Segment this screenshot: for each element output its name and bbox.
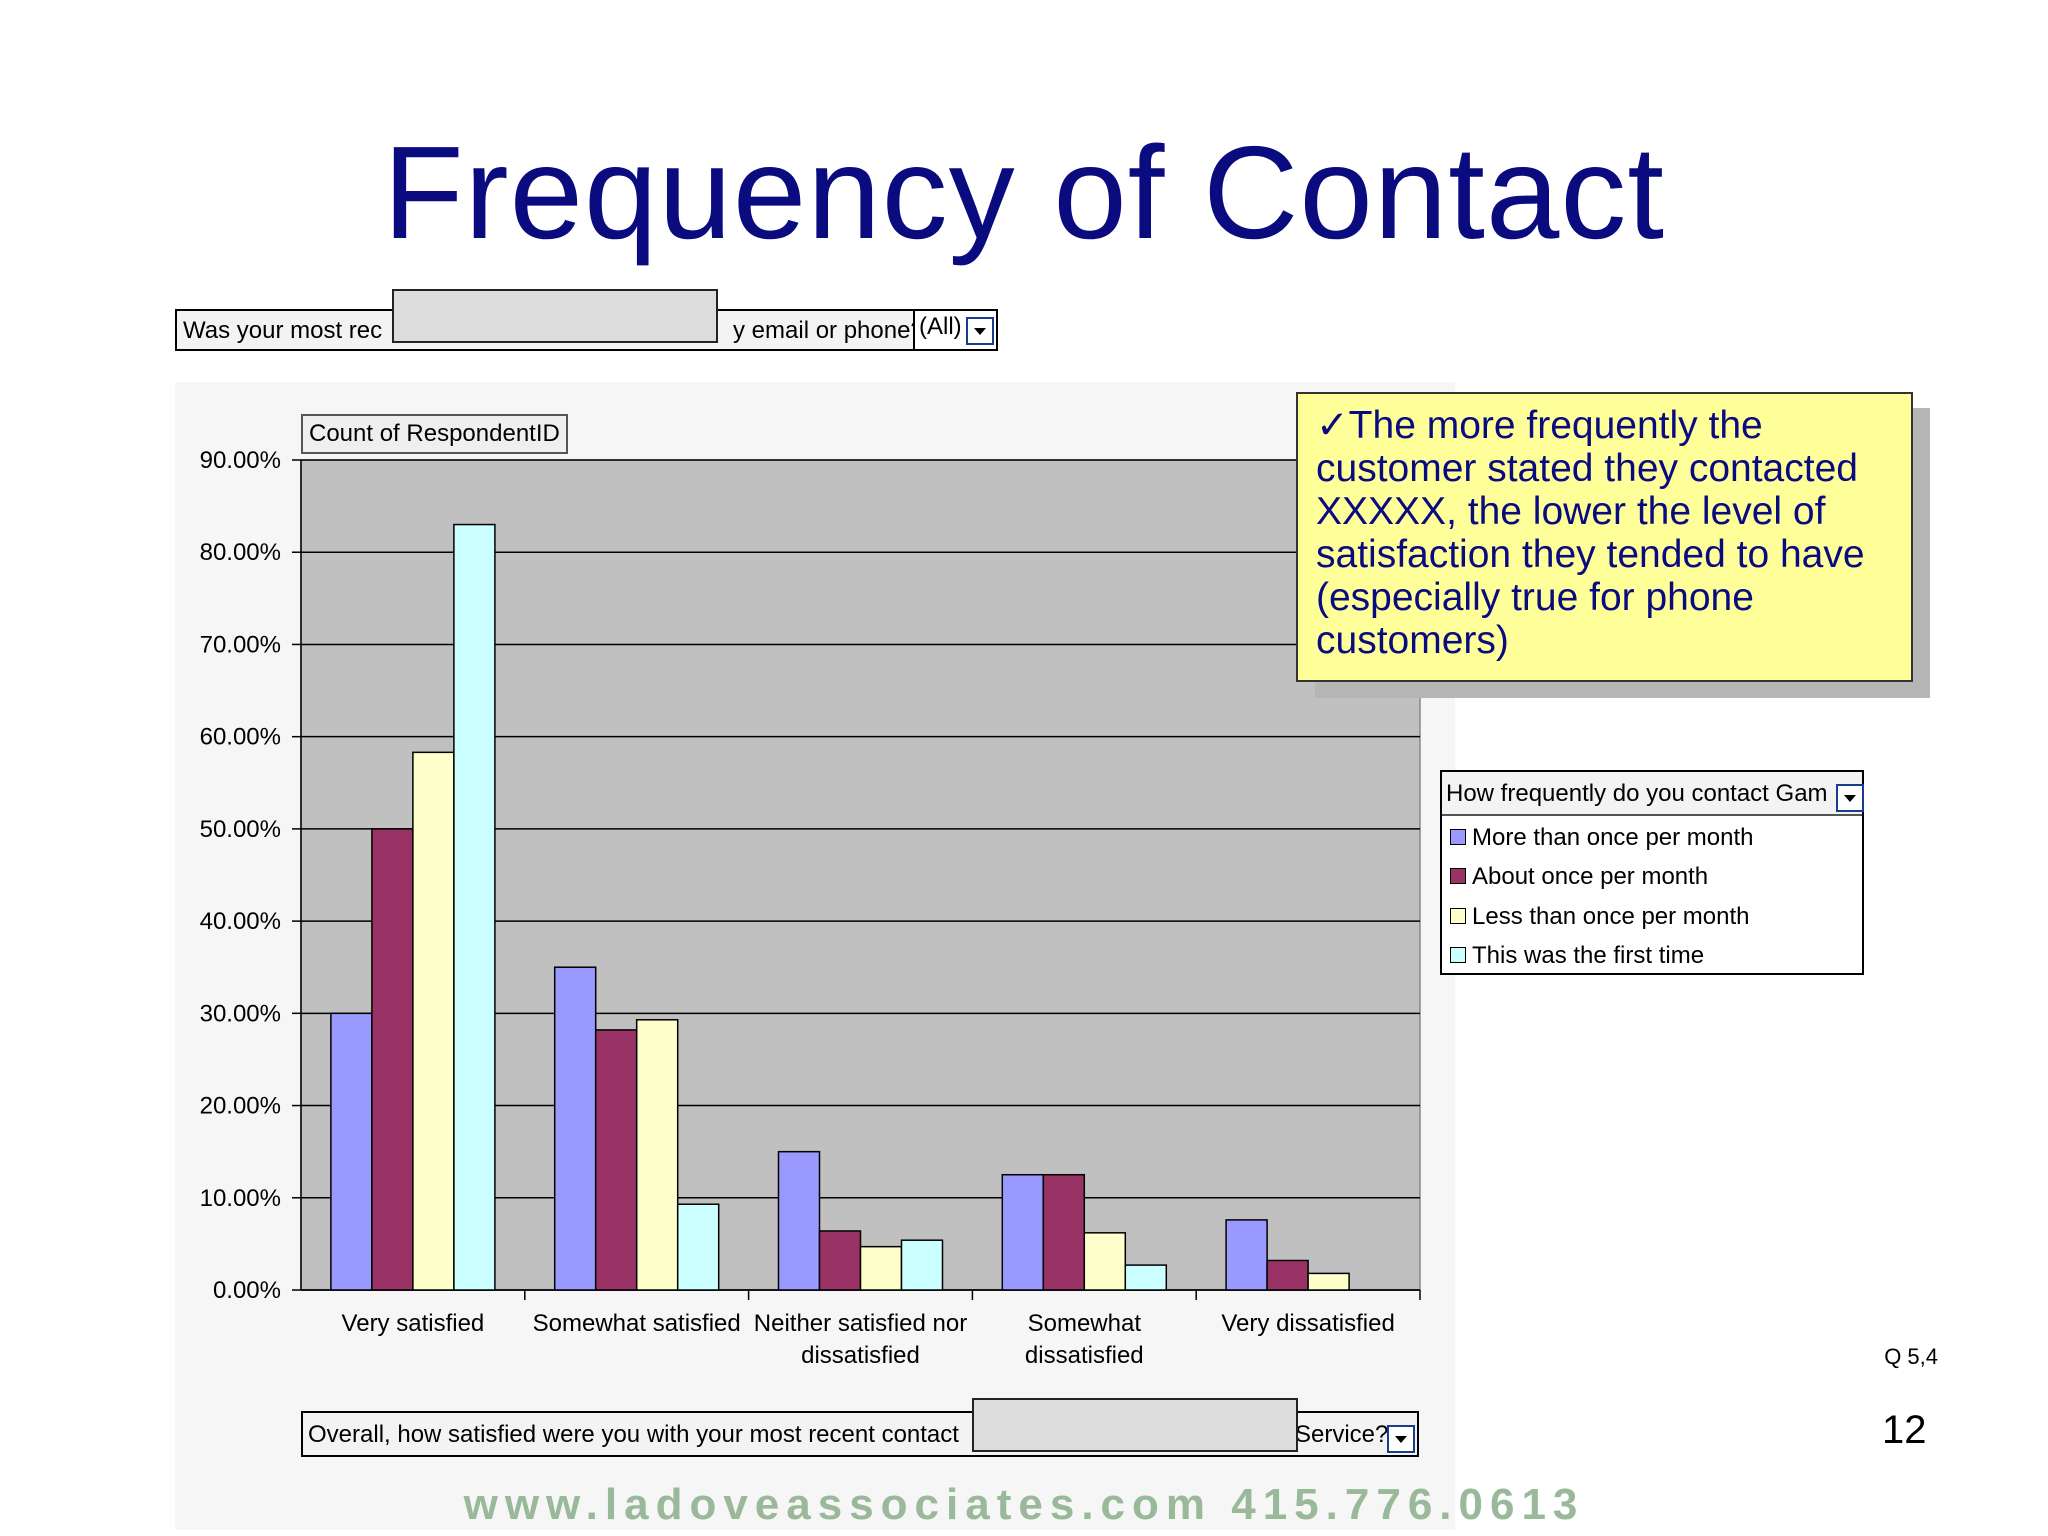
legend-swatch [1450, 946, 1466, 963]
bar [859, 1245, 903, 1291]
x-tick-label: Very satisfied [342, 1310, 485, 1337]
bar [1307, 1272, 1350, 1291]
page-number: 12 [1882, 1408, 1927, 1452]
bar [1225, 1219, 1268, 1291]
y-tick-label: 30.00% [200, 1000, 281, 1027]
bar [453, 523, 496, 1291]
bar [900, 1239, 944, 1291]
x-tick-label: Very dissatisfied [1221, 1310, 1394, 1337]
bar [676, 1203, 720, 1291]
y-tick-label: 70.00% [200, 631, 281, 658]
page-filter-label-end: y email or phone? [733, 317, 915, 344]
bar [777, 1150, 821, 1291]
bar [1042, 1173, 1086, 1291]
page-filter-label-start: Was your most rec [183, 317, 383, 344]
category-field-dropdown-icon[interactable] [1387, 1425, 1415, 1453]
x-tick-label: Somewhat [1028, 1310, 1142, 1337]
bar [594, 1029, 638, 1291]
legend-label: More than once per month [1472, 824, 1754, 851]
legend: How frequently do you contact Gam More t… [1440, 770, 1864, 975]
y-tick-label: 0.00% [213, 1277, 281, 1304]
legend-item: Less than once per month [1450, 902, 1750, 932]
insight-callout: ✓The more frequently the customer stated… [1296, 392, 1913, 682]
bar [1001, 1173, 1045, 1291]
legend-swatch [1450, 828, 1466, 845]
legend-swatch [1450, 907, 1466, 924]
bar [818, 1230, 862, 1291]
x-tick-label: dissatisfied [801, 1342, 920, 1369]
data-field-button[interactable]: Count of RespondentID [301, 414, 568, 454]
legend-label: Less than once per month [1472, 903, 1750, 930]
y-tick-label: 90.00% [200, 447, 281, 474]
x-tick-label: Neither satisfied nor [754, 1310, 967, 1337]
y-tick-label: 60.00% [200, 724, 281, 751]
y-tick-label: 20.00% [200, 1093, 281, 1120]
bar [1124, 1264, 1168, 1291]
x-tick-label: Somewhat satisfied [533, 1310, 741, 1337]
redacted-area [972, 1398, 1298, 1452]
bar [330, 1012, 373, 1291]
question-reference: Q 5,4 [1884, 1344, 1938, 1369]
y-tick-label: 80.00% [200, 539, 281, 566]
y-tick-label: 40.00% [200, 908, 281, 935]
legend-swatch [1450, 867, 1466, 884]
bar [635, 1019, 679, 1291]
y-tick-label: 10.00% [200, 1185, 281, 1212]
page-filter-dropdown-icon[interactable] [966, 317, 994, 345]
redacted-area [392, 289, 718, 343]
footer-contact: www.ladoveassociates.com 415.776.0613 [463, 1480, 1585, 1529]
y-tick-label: 50.00% [200, 816, 281, 843]
legend-title: How frequently do you contact Gam [1442, 772, 1862, 816]
legend-dropdown-icon[interactable] [1836, 784, 1864, 812]
legend-item: About once per month [1450, 862, 1708, 892]
legend-label: This was the first time [1472, 942, 1705, 969]
bar [371, 828, 414, 1291]
bar [412, 751, 455, 1291]
category-field-label-start: Overall, how satisfied were you with you… [308, 1421, 959, 1448]
legend-item: More than once per month [1450, 823, 1754, 853]
category-field-label-end: Service? [1295, 1421, 1389, 1448]
slide-title: Frequency of Contact [383, 119, 1665, 266]
bar [1266, 1259, 1309, 1291]
legend-item: This was the first time [1450, 941, 1704, 971]
bar [553, 966, 597, 1291]
x-tick-label: dissatisfied [1025, 1342, 1144, 1369]
legend-label: About once per month [1472, 863, 1709, 890]
bar [1083, 1232, 1127, 1291]
